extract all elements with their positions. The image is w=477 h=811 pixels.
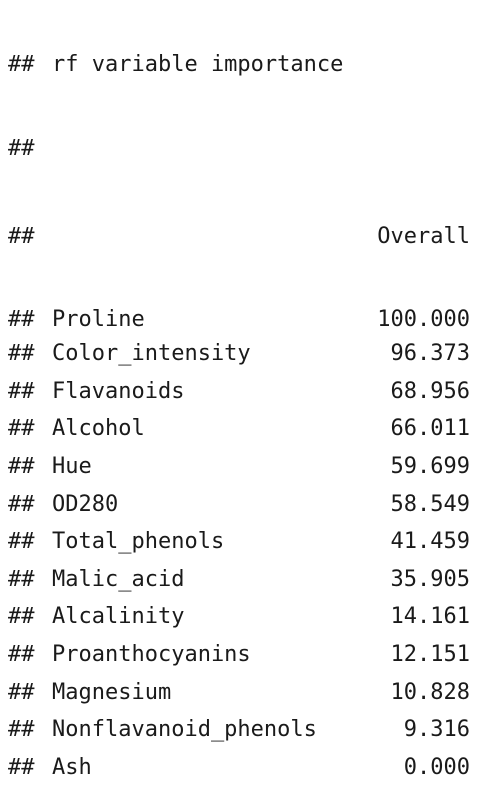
variable-name: Flavanoids [52, 378, 185, 404]
table-row: ## Color_intensity 96.373 [8, 335, 470, 373]
comment-prefix: ## [8, 341, 35, 367]
importance-value: 58.549 [390, 491, 470, 517]
comment-prefix: ## [8, 566, 35, 592]
variable-name: Color_intensity [52, 341, 251, 367]
comment-prefix: ## [8, 717, 35, 743]
variable-name: Magnesium [52, 679, 172, 705]
comment-prefix: ## [8, 52, 35, 77]
importance-value: 0.000 [403, 754, 470, 780]
output-blank-line: ## [8, 130, 470, 168]
importance-value: 9.316 [403, 717, 470, 743]
output-title: rf variable importance [52, 52, 344, 77]
variable-name: Total_phenols [52, 529, 225, 555]
table-row: ## Total_phenols 41.459 [8, 523, 470, 561]
table-row: ## OD280 58.549 [8, 486, 470, 524]
console-output: ## rf variable importance ## ## Overall ##… [8, 0, 470, 811]
variable-name: Hue [52, 453, 92, 479]
importance-value: 35.905 [390, 566, 470, 592]
comment-prefix: ## [8, 754, 35, 780]
importance-value: 12.151 [390, 641, 470, 667]
comment-prefix: ## [8, 378, 35, 404]
table-row: ## Flavanoids 68.956 [8, 373, 470, 411]
comment-prefix: ## [8, 453, 35, 479]
comment-prefix: ## [8, 136, 35, 161]
table-row: ## Proanthocyanins 12.151 [8, 636, 470, 674]
column-header: Overall [377, 223, 470, 249]
table-row: ## Magnesium 10.828 [8, 674, 470, 712]
importance-table: ## Proline 100.000 ## Color_intensity 96.373 #… [8, 305, 470, 786]
comment-prefix: ## [8, 416, 35, 442]
importance-value: 14.161 [390, 604, 470, 630]
importance-value: 66.011 [390, 416, 470, 442]
table-row: ## Malic_acid 35.905 [8, 561, 470, 599]
table-row: ## Nonflavanoid_phenols 9.316 [8, 711, 470, 749]
comment-prefix: ## [8, 529, 35, 555]
variable-name: Proline [52, 307, 145, 333]
table-row: ## Alcalinity 14.161 [8, 598, 470, 636]
comment-prefix: ## [8, 223, 35, 249]
importance-value: 100.000 [377, 307, 470, 333]
importance-value: 59.699 [390, 453, 470, 479]
variable-name: Ash [52, 754, 92, 780]
importance-value: 68.956 [390, 378, 470, 404]
table-row: ## Proline 100.000 [8, 305, 470, 335]
importance-value: 96.373 [390, 341, 470, 367]
variable-name: Proanthocyanins [52, 641, 251, 667]
comment-prefix: ## [8, 307, 35, 333]
output-header-line: ## Overall [8, 218, 470, 256]
comment-prefix: ## [8, 679, 35, 705]
comment-prefix: ## [8, 641, 35, 667]
variable-name: OD280 [52, 491, 119, 517]
variable-name: Alcalinity [52, 604, 185, 630]
table-row: ## Ash 0.000 [8, 749, 470, 787]
output-title-line: ## rf variable importance [8, 50, 470, 80]
table-row: ## Hue 59.699 [8, 448, 470, 486]
comment-prefix: ## [8, 604, 35, 630]
variable-name: Nonflavanoid_phenols [52, 717, 317, 743]
table-row: ## Alcohol 66.011 [8, 410, 470, 448]
variable-name: Malic_acid [52, 566, 185, 592]
variable-name: Alcohol [52, 416, 145, 442]
importance-value: 10.828 [390, 679, 470, 705]
importance-value: 41.459 [390, 529, 470, 555]
comment-prefix: ## [8, 491, 35, 517]
